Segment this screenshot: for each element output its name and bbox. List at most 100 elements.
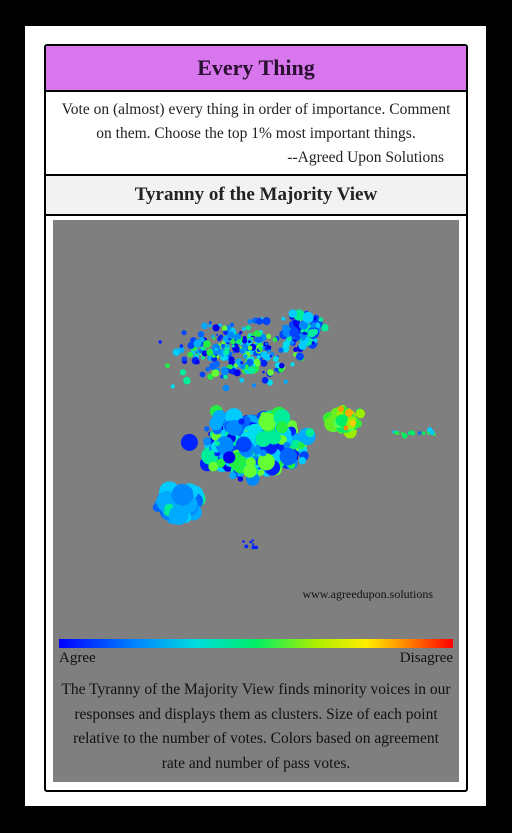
- cluster-point[interactable]: [187, 351, 193, 358]
- cluster-point[interactable]: [220, 374, 224, 379]
- cluster-point[interactable]: [395, 431, 400, 435]
- cluster-point[interactable]: [179, 369, 186, 376]
- cluster-point[interactable]: [246, 358, 254, 366]
- cluster-point[interactable]: [302, 312, 314, 323]
- cluster-point[interactable]: [318, 317, 324, 322]
- cluster-point[interactable]: [218, 323, 222, 327]
- cluster-point[interactable]: [209, 416, 223, 431]
- cluster-point[interactable]: [212, 337, 216, 340]
- cluster-point[interactable]: [283, 441, 291, 449]
- cluster-point[interactable]: [237, 476, 244, 482]
- cluster-point[interactable]: [262, 317, 271, 326]
- cluster-point[interactable]: [239, 348, 246, 354]
- cluster-point[interactable]: [231, 344, 235, 348]
- cluster-point[interactable]: [283, 379, 288, 384]
- cluster-point[interactable]: [254, 360, 261, 367]
- cluster-point[interactable]: [223, 451, 236, 464]
- cluster-point[interactable]: [212, 343, 221, 352]
- cluster-point[interactable]: [201, 356, 206, 360]
- cluster-plot[interactable]: [53, 220, 459, 630]
- cluster-point[interactable]: [255, 431, 272, 447]
- cluster-point[interactable]: [241, 326, 247, 331]
- cluster-point[interactable]: [278, 347, 284, 353]
- cluster-point[interactable]: [170, 384, 175, 389]
- cluster-point[interactable]: [198, 349, 203, 354]
- cluster-point[interactable]: [181, 356, 187, 362]
- cluster-point[interactable]: [200, 344, 203, 347]
- cluster-point[interactable]: [220, 353, 224, 358]
- cluster-point[interactable]: [242, 343, 248, 349]
- cluster-point[interactable]: [232, 347, 236, 351]
- cluster-point[interactable]: [407, 431, 411, 435]
- cluster-point[interactable]: [262, 370, 265, 374]
- cluster-point[interactable]: [199, 336, 205, 343]
- cluster-point[interactable]: [266, 333, 272, 339]
- cluster-point[interactable]: [257, 453, 275, 471]
- cluster-point[interactable]: [279, 362, 285, 369]
- cluster-point[interactable]: [217, 338, 221, 342]
- cluster-point[interactable]: [305, 428, 315, 438]
- cluster-point[interactable]: [244, 544, 249, 549]
- cluster-point[interactable]: [300, 329, 304, 333]
- cluster-point[interactable]: [255, 317, 263, 325]
- cluster-point[interactable]: [269, 354, 273, 358]
- cluster-point[interactable]: [214, 441, 220, 447]
- cluster-point[interactable]: [211, 369, 220, 377]
- cluster-point[interactable]: [258, 412, 277, 431]
- cluster-point[interactable]: [343, 425, 349, 431]
- cluster-point[interactable]: [212, 354, 216, 358]
- cluster-point[interactable]: [247, 366, 256, 375]
- cluster-point[interactable]: [229, 322, 235, 328]
- cluster-point[interactable]: [201, 322, 208, 330]
- cluster-point[interactable]: [203, 437, 212, 446]
- cluster-point[interactable]: [227, 364, 233, 370]
- cluster-point[interactable]: [295, 352, 304, 361]
- cluster-point[interactable]: [183, 376, 191, 385]
- cluster-point[interactable]: [228, 356, 235, 363]
- cluster-point[interactable]: [250, 336, 254, 340]
- cluster-point[interactable]: [255, 331, 262, 337]
- cluster-point[interactable]: [201, 350, 208, 357]
- cluster-point[interactable]: [240, 361, 244, 365]
- cluster-point[interactable]: [242, 336, 247, 341]
- cluster-point[interactable]: [310, 322, 317, 328]
- cluster-point[interactable]: [242, 540, 245, 543]
- cluster-point[interactable]: [259, 449, 267, 457]
- cluster-point[interactable]: [193, 339, 201, 348]
- cluster-point[interactable]: [273, 409, 291, 427]
- cluster-point[interactable]: [209, 362, 217, 370]
- cluster-point[interactable]: [267, 369, 274, 376]
- cluster-point[interactable]: [290, 340, 295, 345]
- cluster-point[interactable]: [298, 456, 307, 465]
- cluster-point[interactable]: [221, 325, 228, 331]
- cluster-point[interactable]: [235, 358, 243, 366]
- cluster-point[interactable]: [216, 458, 226, 468]
- cluster-point[interactable]: [272, 356, 279, 362]
- cluster-point[interactable]: [199, 371, 206, 378]
- cluster-point[interactable]: [219, 334, 224, 339]
- cluster-point[interactable]: [239, 331, 243, 334]
- cluster-point[interactable]: [265, 342, 268, 346]
- cluster-point[interactable]: [242, 354, 248, 359]
- cluster-point[interactable]: [214, 347, 218, 351]
- cluster-point[interactable]: [251, 539, 254, 542]
- cluster-point[interactable]: [252, 383, 257, 388]
- cluster-point[interactable]: [350, 420, 356, 426]
- cluster-point[interactable]: [205, 366, 211, 372]
- cluster-point[interactable]: [401, 433, 408, 439]
- cluster-point[interactable]: [298, 341, 307, 350]
- cluster-point[interactable]: [258, 469, 265, 476]
- cluster-point[interactable]: [226, 344, 230, 348]
- cluster-point[interactable]: [354, 419, 362, 428]
- cluster-point[interactable]: [181, 330, 187, 336]
- cluster-point[interactable]: [260, 351, 268, 358]
- cluster-point[interactable]: [239, 377, 245, 383]
- cluster-point[interactable]: [256, 355, 261, 360]
- cluster-point[interactable]: [252, 446, 261, 455]
- cluster-point[interactable]: [276, 421, 289, 434]
- cluster-point[interactable]: [180, 433, 198, 451]
- cluster-point[interactable]: [207, 373, 214, 380]
- cluster-point[interactable]: [179, 344, 184, 348]
- cluster-point[interactable]: [197, 331, 205, 338]
- cluster-point[interactable]: [222, 384, 230, 392]
